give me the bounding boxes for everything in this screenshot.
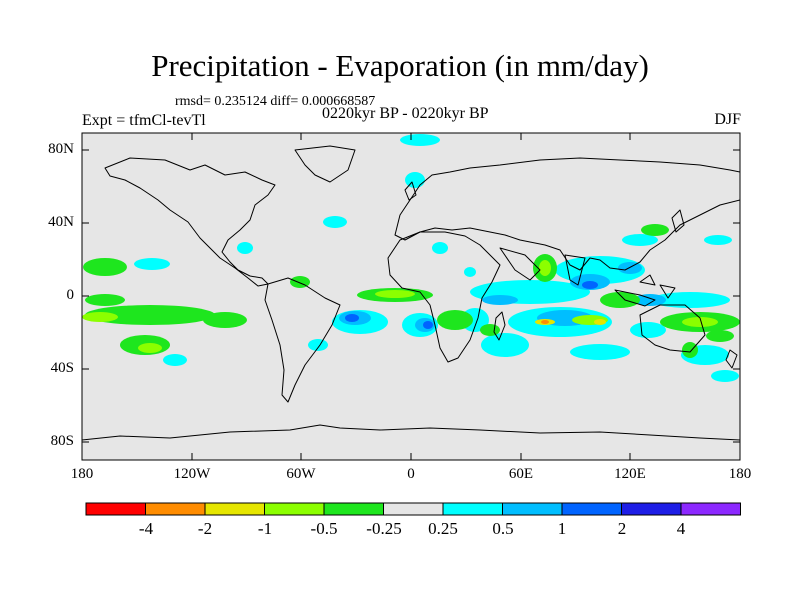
colorbar-swatch [621, 502, 682, 516]
colorbar-label: 0.5 [492, 519, 514, 538]
season-text: DJF [714, 111, 741, 128]
chart-title: Precipitation - Evaporation (in mm/day) [151, 48, 649, 83]
colorbar-label: -0.5 [310, 519, 338, 538]
period-text: 0220kyr BP - 0220kyr BP [322, 105, 489, 122]
lat-label-80s: 80S [50, 433, 74, 449]
colorbar-swatch [680, 502, 741, 516]
colorbar-label: 4 [676, 519, 686, 538]
lat-label-40n: 40N [48, 214, 74, 230]
lon-label-0: 0 [407, 466, 415, 482]
colorbar-swatch [502, 502, 563, 516]
experiment-text: Expt = tfmCl-tevTl [82, 112, 206, 129]
colorbar-swatch [204, 502, 265, 516]
lat-label-0: 0 [66, 287, 75, 303]
lon-label-120e: 120E [614, 466, 646, 482]
colorbar-label: -0.25 [366, 519, 402, 538]
colorbar-swatch [323, 502, 384, 516]
colorbar-label: -1 [257, 519, 273, 538]
coastlines [82, 145, 740, 441]
precip-evap-field [82, 134, 740, 441]
lon-label-120w: 120W [173, 466, 211, 482]
lat-ticks [82, 149, 740, 443]
colorbar-swatch [264, 502, 325, 516]
colorbar-label: -4 [138, 519, 154, 538]
colorbar-label: 1 [557, 519, 567, 538]
colorbar-swatch [145, 502, 206, 516]
lon-label-60w: 60W [286, 466, 316, 482]
lon-label-180e: 180 [728, 466, 752, 482]
colorbar-swatch [561, 502, 622, 516]
lon-ticks [191, 133, 631, 460]
colorbar-swatch [383, 502, 444, 516]
colorbar-swatch [442, 502, 503, 516]
lon-label-60e: 60E [508, 466, 534, 482]
colorbar-swatch [85, 502, 146, 516]
lat-label-40s: 40S [50, 360, 74, 376]
colorbar-label: -2 [197, 519, 213, 538]
stats-text: rmsd= 0.235124 diff= 0.000668587 [175, 94, 376, 109]
lon-label-180w: 180 [70, 466, 94, 482]
colorbar [85, 502, 741, 516]
lat-label-80n: 80N [48, 141, 74, 157]
colorbar-label: 2 [617, 519, 627, 538]
colorbar-label: 0.25 [428, 519, 458, 538]
